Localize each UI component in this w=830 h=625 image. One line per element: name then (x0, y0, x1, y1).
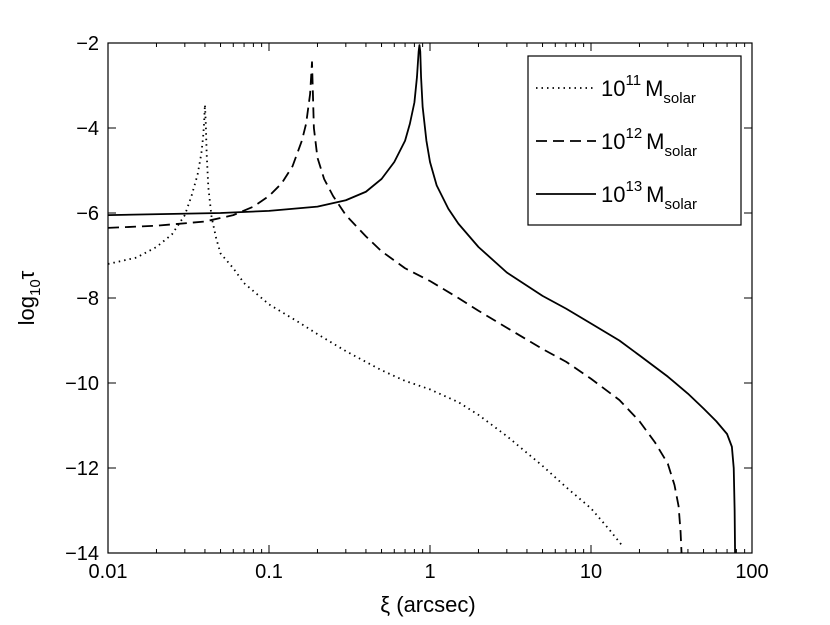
y-tick-label: −2 (76, 33, 99, 55)
x-tick-label: 0.01 (89, 561, 128, 583)
x-tick-label: 100 (735, 561, 768, 583)
y-axis-label-var: τ (14, 270, 39, 279)
y-tick-label: −6 (76, 203, 99, 225)
y-axis-label-sub: 10 (27, 279, 44, 296)
legend: 1011 Msolar 1012 Msolar 1013 Msolar (527, 55, 742, 226)
x-tick-label: 10 (580, 561, 602, 583)
y-tick-label: −12 (65, 458, 99, 480)
y-axis-label: log10τ (14, 270, 44, 325)
y-tick-label: −10 (65, 373, 99, 395)
series-line-solid (107, 44, 736, 554)
tick-labels: 0.01 0.1 1 10 100 −14 −12 −10 −8 −6 −4 −2 (65, 33, 769, 583)
axis-ticks (107, 42, 753, 554)
legend-label: 1011 Msolar (601, 72, 696, 107)
x-tick-label: 0.1 (255, 561, 283, 583)
legend-label: 1013 Msolar (601, 178, 697, 213)
x-tick-label: 1 (424, 561, 435, 583)
y-axis-label-base: log (14, 296, 39, 325)
x-axis-label: ξ (arcsec) (380, 592, 475, 617)
legend-label: 1012 Msolar (601, 125, 697, 160)
y-tick-label: −4 (76, 118, 99, 140)
y-tick-label: −8 (76, 288, 99, 310)
y-tick-label: −14 (65, 543, 99, 565)
series-group (107, 44, 736, 554)
series-line-dashed (107, 61, 683, 554)
